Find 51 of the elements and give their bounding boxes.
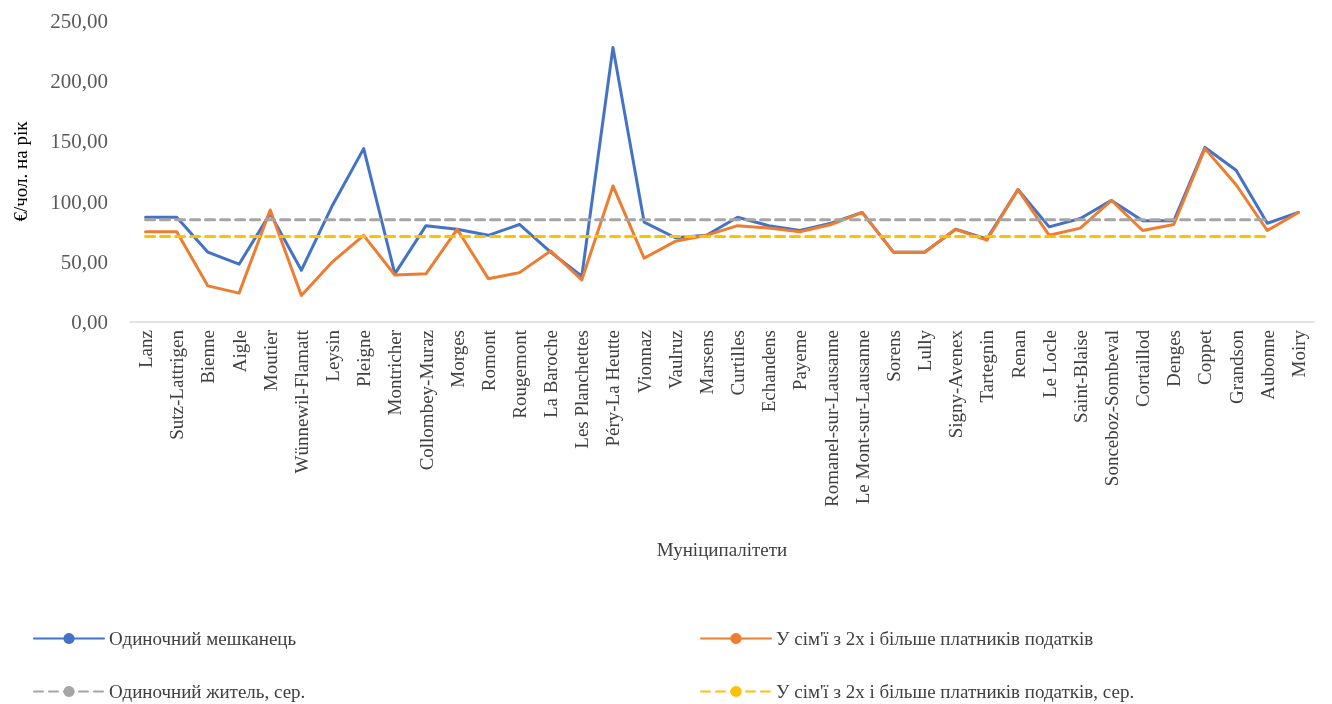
x-tick-label: Cortaillod bbox=[1132, 329, 1154, 408]
x-tick-label: Romanel-sur-Lausanne bbox=[820, 330, 842, 507]
x-tick-label: Leysin bbox=[322, 329, 344, 382]
x-tick-label: Aubonne bbox=[1256, 330, 1278, 400]
x-tick-label: Rougemont bbox=[508, 329, 530, 419]
x-tick-label: Grandson bbox=[1225, 329, 1247, 404]
y-axis-title: €/чол. на рік bbox=[10, 120, 31, 222]
x-tick-label: Romont bbox=[477, 329, 499, 392]
x-tick-label: Marsens bbox=[695, 330, 717, 395]
x-tick-label: Sonceboz-Sombeval bbox=[1100, 330, 1122, 487]
x-tick-label: Péry-La Heutte bbox=[602, 330, 624, 447]
x-tick-label: Morges bbox=[446, 330, 468, 388]
y-tick-label: 150,00 bbox=[50, 129, 108, 154]
x-tick-label: Vionnaz bbox=[633, 330, 655, 394]
x-tick-label: Aigle bbox=[228, 330, 250, 373]
y-tick-label: 250,00 bbox=[50, 9, 108, 33]
x-tick-label: Pleigne bbox=[353, 330, 375, 387]
x-tick-label: Curtilles bbox=[727, 330, 749, 396]
x-tick-label: Sorens bbox=[882, 330, 904, 382]
x-tick-label: Sutz-Lattrigen bbox=[166, 329, 188, 440]
x-tick-label: Signy-Avenex bbox=[945, 329, 967, 439]
x-tick-label: Le Locle bbox=[1038, 330, 1060, 399]
line-series bbox=[144, 147, 1300, 298]
y-tick-label: 0,00 bbox=[71, 310, 108, 334]
y-tick-label: 50,00 bbox=[60, 249, 108, 274]
x-tick-label: Denges bbox=[1163, 330, 1185, 387]
x-tick-label: Vaulruz bbox=[664, 330, 686, 390]
x-tick-label: Le Mont-sur-Lausanne bbox=[851, 330, 873, 505]
x-tick-label: Montricher bbox=[384, 329, 406, 416]
x-tick-label: Payeme bbox=[789, 330, 811, 391]
x-tick-label: Wünnewil-Flamatt bbox=[290, 329, 312, 474]
legend-label: У сім'ї з 2х і більше платників податків bbox=[776, 628, 1094, 649]
x-tick-label: Lanz bbox=[135, 330, 157, 368]
x-tick-label: Les Planchettes bbox=[571, 330, 593, 449]
x-tick-label: Collombey-Muraz bbox=[415, 330, 437, 471]
legend-label: У сім'ї з 2х і більше платників податків, сер. bbox=[776, 681, 1135, 702]
x-tick-label: Renan bbox=[1007, 329, 1029, 379]
legend-label: Одиночний мешканець bbox=[109, 628, 297, 649]
x-tick-label: Bienne bbox=[197, 330, 219, 384]
x-tick-label: Saint-Blaise bbox=[1069, 330, 1091, 423]
legend-label: Одиночний житель, сер. bbox=[109, 681, 306, 702]
x-tick-label: Echandens bbox=[758, 330, 780, 413]
x-tick-label: Moiry bbox=[1287, 329, 1309, 378]
x-axis-title: Муніципалітети bbox=[656, 539, 788, 560]
x-tick-label: Tartegnin bbox=[976, 329, 998, 403]
x-tick-label: Coppet bbox=[1194, 329, 1216, 385]
x-tick-label: La Baroche bbox=[540, 330, 562, 419]
x-tick-label: Moutier bbox=[259, 329, 281, 392]
y-tick-label: 100,00 bbox=[50, 189, 108, 214]
y-tick-label: 200,00 bbox=[50, 69, 108, 94]
x-tick-label: Lully bbox=[914, 329, 936, 372]
